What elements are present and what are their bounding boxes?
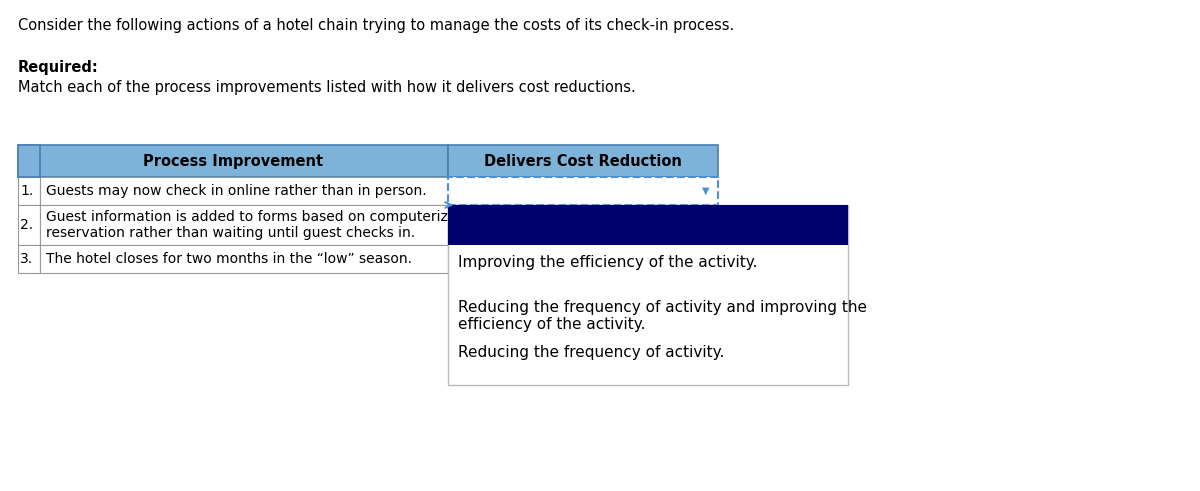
Text: Consider the following actions of a hotel chain trying to manage the costs of it: Consider the following actions of a hote… [18, 18, 734, 33]
Bar [18, 205, 40, 245]
Text: Reducing the frequency of activity and improving the
efficiency of the activity.: Reducing the frequency of activity and i… [458, 300, 866, 332]
Text: Match each of the process improvements listed with how it delivers cost reductio: Match each of the process improvements l… [18, 80, 636, 95]
Bar [18, 177, 40, 205]
Text: Required:: Required: [18, 60, 98, 75]
Text: Guest information is added to forms based on computerized
reservation rather tha: Guest information is added to forms base… [46, 210, 466, 240]
Text: Process Improvement: Process Improvement [143, 154, 323, 168]
Bar [448, 177, 718, 205]
Text: The hotel closes for two months in the “low” season.: The hotel closes for two months in the “… [46, 252, 412, 266]
Bar [448, 205, 718, 245]
Bar [18, 245, 40, 273]
Bar [448, 205, 848, 245]
Bar [448, 145, 718, 177]
Bar [18, 145, 40, 177]
Bar [40, 177, 448, 205]
Text: 1.: 1. [20, 184, 34, 198]
Text: ▼: ▼ [702, 186, 709, 196]
Bar [448, 205, 848, 385]
Text: Guests may now check in online rather than in person.: Guests may now check in online rather th… [46, 184, 427, 198]
Bar [40, 245, 448, 273]
Text: 3.: 3. [20, 252, 34, 266]
Text: Reducing the frequency of activity.: Reducing the frequency of activity. [458, 345, 725, 360]
Text: 2.: 2. [20, 218, 34, 232]
Bar [18, 145, 448, 177]
Text: Delivers Cost Reduction: Delivers Cost Reduction [484, 154, 682, 168]
Bar [40, 205, 448, 245]
Text: Improving the efficiency of the activity.: Improving the efficiency of the activity… [458, 255, 757, 270]
